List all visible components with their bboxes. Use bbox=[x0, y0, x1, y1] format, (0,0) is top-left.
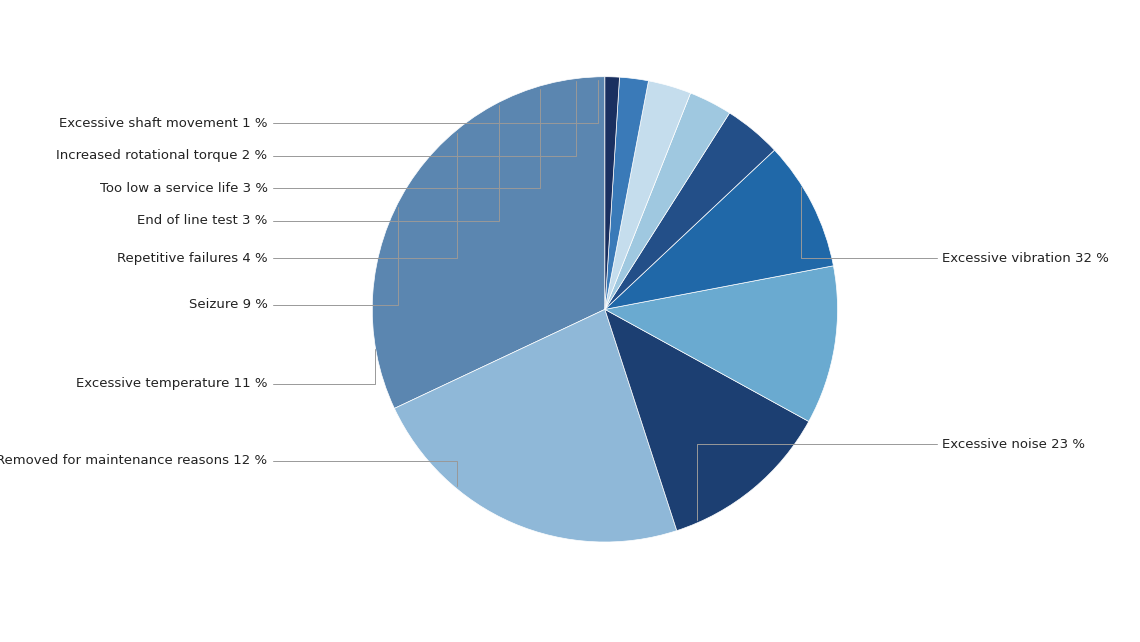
Wedge shape bbox=[605, 77, 649, 309]
Wedge shape bbox=[605, 76, 619, 309]
Text: Removed for maintenance reasons 12 %: Removed for maintenance reasons 12 % bbox=[0, 454, 457, 486]
Wedge shape bbox=[394, 309, 677, 542]
Wedge shape bbox=[605, 81, 691, 309]
Text: Excessive shaft movement 1 %: Excessive shaft movement 1 % bbox=[59, 80, 597, 130]
Wedge shape bbox=[605, 113, 774, 309]
Wedge shape bbox=[605, 309, 808, 531]
Text: Increased rotational torque 2 %: Increased rotational torque 2 % bbox=[56, 82, 576, 162]
Wedge shape bbox=[605, 266, 838, 421]
Wedge shape bbox=[605, 150, 833, 309]
Text: Excessive temperature 11 %: Excessive temperature 11 % bbox=[76, 349, 375, 390]
Text: Seizure 9 %: Seizure 9 % bbox=[189, 207, 398, 311]
Text: Excessive noise 23 %: Excessive noise 23 % bbox=[698, 438, 1085, 520]
Text: Excessive vibration 32 %: Excessive vibration 32 % bbox=[801, 187, 1109, 265]
Wedge shape bbox=[373, 76, 605, 408]
Wedge shape bbox=[605, 93, 730, 309]
Text: Too low a service life 3 %: Too low a service life 3 % bbox=[99, 89, 540, 195]
Text: End of line test 3 %: End of line test 3 % bbox=[137, 105, 499, 227]
Text: Repetitive failures 4 %: Repetitive failures 4 % bbox=[117, 133, 457, 265]
